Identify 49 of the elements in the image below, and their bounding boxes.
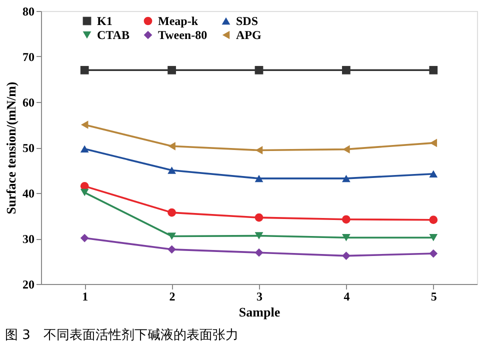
point [80,234,89,242]
y-tick-label: 50 [22,141,34,155]
point [429,216,438,224]
point [168,66,176,74]
point [80,145,89,152]
point [429,234,438,242]
point [168,232,176,240]
y-tick-label: 80 [22,4,34,18]
point [80,66,89,74]
x-tick-label: 3 [256,290,262,304]
y-tick-label: 30 [22,232,34,246]
point [254,232,264,240]
point [168,245,176,254]
legend-label: CTAB [97,28,130,42]
point [342,234,350,242]
y-tick-label: 20 [22,278,34,292]
y-tick-label: 60 [22,96,34,110]
x-tick-label: 5 [430,290,437,304]
point [254,248,264,257]
point [80,120,88,129]
point [254,66,264,74]
legend-label: APG [236,28,262,42]
caption: 图 3 不同表面活性剂下碱液的表面张力 [5,327,238,343]
point [430,138,438,148]
x-tick-label: 4 [344,290,350,304]
legend-label: SDS [236,14,258,28]
point [254,213,264,222]
point [429,66,438,74]
legend-label: Meap-k [158,14,198,28]
legend-label: Tween-80 [158,28,208,42]
point [342,252,350,260]
point [342,66,350,74]
y-tick-label: 40 [22,186,34,200]
point [342,174,350,182]
point [342,215,350,224]
point [168,142,176,150]
point [254,174,264,182]
x-tick-label: 2 [169,290,176,304]
point [429,249,438,258]
legend-label: K1 [97,14,112,28]
point [168,208,176,217]
y-tick-label: 70 [22,50,34,64]
x-axis-title: Sample [238,304,280,320]
point [342,145,350,154]
point [80,188,89,196]
x-tick-label: 1 [82,290,88,304]
y-axis-title: Surface tension/(mN/m) [4,82,18,214]
point [168,166,176,174]
point [429,170,438,178]
